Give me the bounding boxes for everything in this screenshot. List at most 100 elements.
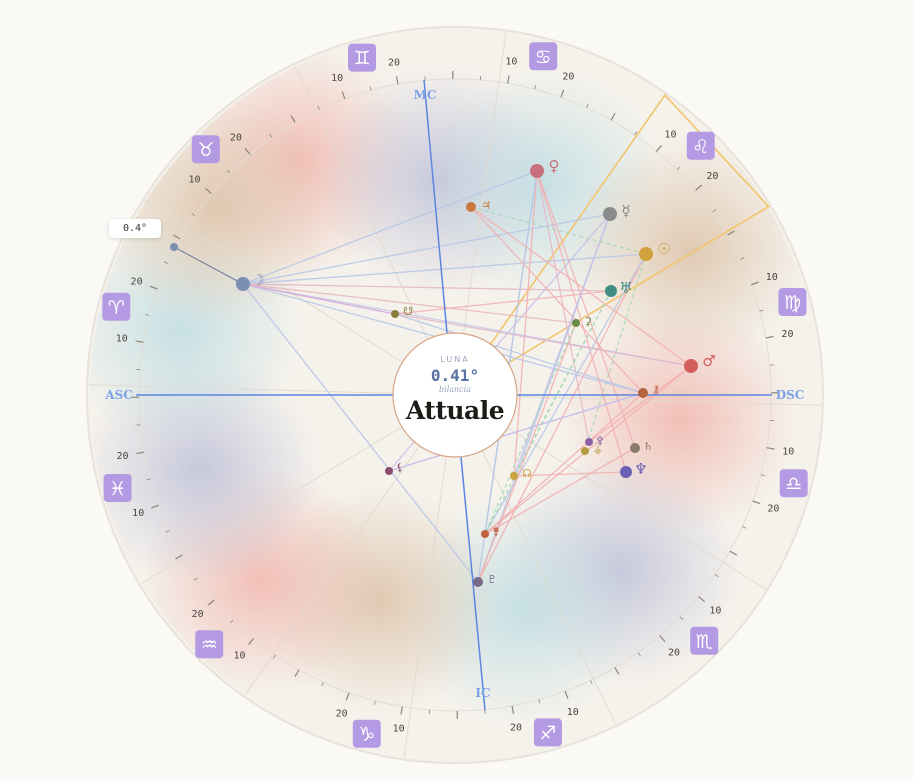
aspect-line-moon-sun <box>242 253 647 285</box>
juno-icon: ⚵ <box>492 525 500 538</box>
degree-tick <box>272 654 276 659</box>
libra-icon: ♎ <box>785 473 802 495</box>
planet-lilith[interactable]: ⚸ <box>385 461 404 475</box>
mars-icon: ♂ <box>702 352 715 370</box>
aries-icon: ♈ <box>108 297 125 319</box>
leo-icon: ♌ <box>692 136 709 158</box>
degree-tick <box>534 85 537 90</box>
degree-tick <box>175 554 183 560</box>
degree-tick <box>321 682 324 687</box>
degree-tick-label: 20 <box>562 72 574 83</box>
center-planet-name: LUNA <box>440 355 470 364</box>
degree-tick <box>165 530 170 533</box>
planet-ceres[interactable]: ⚳ <box>572 315 592 328</box>
degree-tick-label: 10 <box>189 175 201 186</box>
saturn-icon: ♄ <box>643 440 653 453</box>
aspect-line-mars-pallas <box>588 365 692 443</box>
sagittarius-icon: ♐ <box>539 722 556 744</box>
degree-tick <box>511 705 515 714</box>
planet-mars[interactable]: ♂ <box>684 352 716 373</box>
degree-tick-label: 10 <box>234 650 246 661</box>
degree-tick <box>740 257 745 260</box>
planet-moon[interactable]: ☽ <box>236 271 265 291</box>
degree-tick <box>317 105 320 110</box>
aspect-line-mars-fortune <box>394 313 692 367</box>
sign-badge-taurus: ♉ <box>191 135 220 164</box>
vesta-dot <box>581 447 589 455</box>
degree-tick-label: 10 <box>132 508 144 519</box>
degree-tick <box>248 638 255 646</box>
uranus-dot <box>605 285 617 297</box>
pallas-dot <box>585 438 593 446</box>
planet-jupiter[interactable]: ♃ <box>466 199 491 212</box>
aspect-line-venus-node <box>513 170 538 477</box>
uranus-icon: ♅ <box>619 279 632 297</box>
degree-tick <box>294 669 300 678</box>
degree-tick <box>714 574 719 578</box>
planet-chiron[interactable]: ⚷ <box>638 383 660 398</box>
aspect-line-moon-uranus <box>242 283 612 292</box>
aspect-line-moon-venus <box>242 170 538 285</box>
mercury-dot <box>603 207 617 221</box>
aspect-line-mercury-node <box>513 213 611 477</box>
planet-juno[interactable]: ⚵ <box>481 525 500 538</box>
aspect-line-sun-juno <box>484 253 647 535</box>
sign-badge-virgo: ♍ <box>778 288 807 317</box>
degree-tick <box>766 447 775 450</box>
degree-tick <box>373 700 376 705</box>
degree-tick <box>698 595 706 602</box>
degree-tick <box>230 619 234 624</box>
planet-pluto[interactable]: ♇ <box>473 573 497 587</box>
degree-tick-label: 20 <box>388 58 400 69</box>
venus-dot <box>530 164 544 178</box>
fortune-dot <box>391 310 399 318</box>
aspect-line-moon-mercury <box>242 213 611 285</box>
venus-icon: ♀ <box>549 157 560 175</box>
aspect-line-chiron-juno <box>484 392 644 535</box>
planet-node[interactable]: ☊ <box>510 467 532 480</box>
sign-badge-cancer: ♋ <box>529 42 558 71</box>
sign-badge-scorpio: ♏ <box>690 626 719 655</box>
house-line-3 <box>244 445 420 696</box>
juno-dot <box>481 530 489 538</box>
planet-fortune[interactable]: ☋ <box>391 305 413 318</box>
planet-uranus[interactable]: ♅ <box>605 279 633 297</box>
aspect-line-jupiter-mars <box>470 206 692 367</box>
aspect-line-uranus-fortune <box>394 290 612 315</box>
degree-ticks: 10 20 10 20 10 20 10 20 10 20 10 20 10 20 10 20 10 20 10 20… <box>116 57 795 735</box>
degree-tick <box>345 692 350 701</box>
cancer-icon: ♋ <box>535 46 552 68</box>
degree-tick <box>634 131 638 136</box>
degree-tooltip: 0.4° <box>109 219 161 238</box>
degree-tick <box>729 550 738 556</box>
asc-label: ASC <box>104 388 133 402</box>
sign-badge-gemini: ♊ <box>348 43 377 72</box>
degree-tick-label: 10 <box>331 73 343 84</box>
degree-tick-label: 20 <box>336 708 348 719</box>
planet-mercury[interactable]: ☿ <box>603 202 631 221</box>
degree-tick <box>369 86 372 91</box>
planet-saturn[interactable]: ♄ <box>630 440 653 453</box>
planet-venus[interactable]: ♀ <box>530 157 560 178</box>
center-info: LUNA 0.41° bilancia Attuale <box>393 333 517 457</box>
aspect-line-moon-pluto <box>242 283 479 583</box>
degree-tick <box>759 309 764 312</box>
degree-tick <box>191 212 196 216</box>
house-line-11 <box>294 65 429 340</box>
house-line-7 <box>516 396 821 406</box>
planet-sun[interactable]: ☉ <box>639 240 671 261</box>
degree-tick <box>136 451 145 455</box>
chiron-icon: ⚷ <box>652 383 660 396</box>
degree-tick-label: 20 <box>706 171 718 182</box>
planet-pallas[interactable]: ⚴ <box>585 434 604 447</box>
mc-axis-line <box>423 79 448 334</box>
planet-neptune[interactable]: ♆ <box>620 460 648 478</box>
degree-tick <box>712 209 717 213</box>
moon-degree-marker <box>170 243 178 251</box>
house-line-6 <box>507 427 766 590</box>
planet-vesta[interactable]: ⚶ <box>581 443 603 456</box>
degree-tick-label: 10 <box>782 446 794 457</box>
degree-tick <box>538 699 541 704</box>
degree-tick-label: 10 <box>709 605 721 616</box>
ceres-dot <box>572 319 580 327</box>
